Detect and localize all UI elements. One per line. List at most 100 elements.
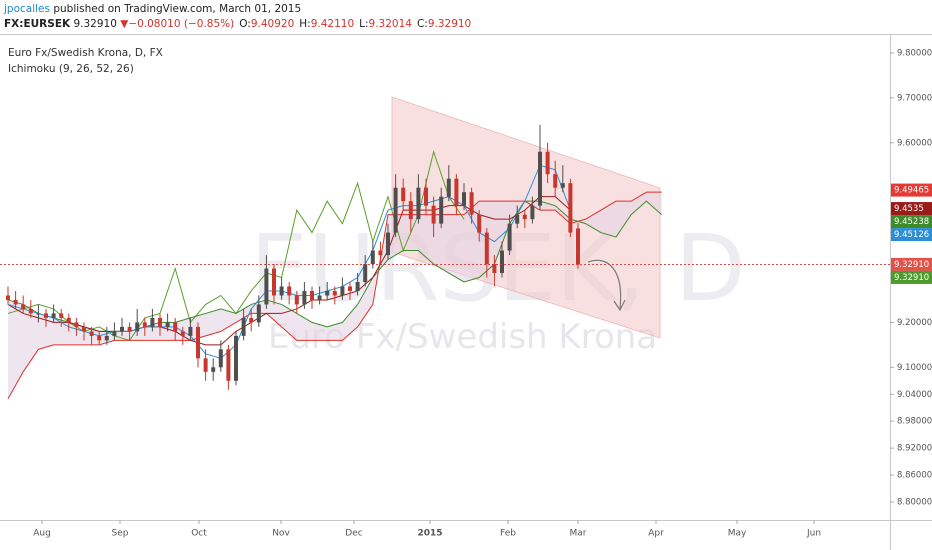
x-tick-label: Feb [500, 529, 516, 539]
price-label-box [891, 270, 932, 284]
candle-body [568, 183, 573, 233]
symbol: FX:EURSEK [4, 18, 71, 30]
candle-body [538, 151, 542, 206]
header: jpocalles published on TradingView.com, … [0, 0, 932, 34]
legend-symbol: Euro Fx/Swedish Krona, D, FX [8, 47, 163, 59]
candle-body [97, 335, 102, 341]
y-tick-label: 8.92000 [897, 444, 932, 454]
ohlc-key: O: [239, 18, 251, 30]
candle-body [576, 228, 580, 265]
candle-body [13, 299, 18, 305]
x-tick-label: Sep [112, 529, 129, 539]
y-tick-label: 9.04000 [897, 390, 932, 400]
price: 9.32910 [73, 18, 117, 30]
candle-body [522, 214, 527, 220]
candle-body [249, 317, 254, 323]
ichimoku-cloud [8, 192, 662, 399]
plot: EURSEK, D Euro Fx/Swedish Krona [0, 96, 890, 399]
ohlc-value: 9.42110 [310, 18, 355, 30]
candle-body [135, 322, 140, 332]
candle-body [325, 290, 330, 296]
ohlc-value: 9.40920 [250, 18, 295, 30]
candle-body [66, 317, 71, 323]
candle-body [416, 187, 421, 220]
candle-body [332, 290, 337, 296]
candle-body [553, 174, 558, 188]
candle-body [256, 304, 261, 323]
arrow-drawing[interactable] [587, 259, 622, 309]
author[interactable]: jpocalles [4, 3, 50, 15]
ohlc-key: L: [359, 18, 369, 30]
candle-body [264, 268, 269, 305]
candle-body [446, 178, 451, 197]
y-tick-label: 9.70000 [897, 93, 932, 103]
candle-body [355, 281, 360, 291]
candle-body [165, 322, 170, 327]
x-tick-label: Apr [648, 529, 664, 539]
candle-body [241, 317, 246, 336]
candle-body [492, 264, 497, 274]
candle-body [287, 286, 292, 296]
price-label: 9.45238 [894, 217, 929, 227]
ohlc: O:9.40920 H:9.42110 L:9.32014 C:9.32910 [234, 18, 471, 30]
candle-body [408, 201, 413, 220]
candle-body [142, 322, 147, 327]
candle-body [51, 313, 56, 318]
price-label: 9.49465 [894, 186, 929, 196]
ichimoku-line [7, 196, 571, 346]
price-label-box [891, 183, 932, 197]
y-tick-label: 9.60000 [897, 138, 932, 148]
x-tick-label: Aug [33, 529, 51, 539]
candle-body [370, 250, 375, 265]
candle-body [211, 367, 216, 372]
legend-indicator[interactable]: Ichimoku (9, 26, 52, 26) [8, 63, 134, 75]
x-tick-label: Oct [191, 529, 207, 539]
candle-body [454, 178, 459, 206]
candle-body [226, 349, 231, 381]
price-label: 9.45126 [894, 230, 929, 240]
series-layer [0, 124, 890, 399]
candle-body [348, 286, 352, 291]
candle-body [317, 295, 322, 300]
candle-body [302, 290, 307, 305]
candle-body [401, 187, 406, 202]
candle-body [89, 331, 94, 336]
y-tick-label: 9.20000 [897, 318, 932, 328]
candle-body [310, 290, 314, 300]
candle-body [218, 349, 223, 368]
y-tick-label: 8.98000 [897, 417, 932, 427]
x-tick-label: Dec [345, 529, 362, 539]
price-label: 9.32910 [894, 260, 929, 270]
candle-body [386, 232, 390, 256]
candle-body [431, 205, 436, 224]
ohlc-value: 9.32014 [368, 18, 412, 30]
candle-body [378, 250, 383, 256]
candle-body [196, 326, 200, 359]
candle-body [340, 286, 345, 296]
candle-body [82, 326, 86, 332]
candle-body [188, 326, 193, 336]
candle-body [500, 250, 504, 274]
candle-body [28, 308, 33, 314]
candle-body [530, 205, 535, 220]
candle-body [150, 317, 155, 327]
y-tick-label: 8.86000 [897, 471, 932, 481]
candle-body [21, 304, 26, 309]
candle-body [180, 331, 185, 336]
arrow-head[interactable] [613, 299, 626, 312]
candle-body [59, 313, 64, 318]
candle-body [507, 223, 512, 251]
candle-body [203, 358, 208, 372]
candle-body [560, 183, 565, 188]
candle-body [424, 187, 428, 206]
candle-body [545, 151, 550, 175]
candle-body [6, 295, 10, 300]
candle-body [469, 192, 474, 215]
price-label-box [891, 228, 932, 242]
candle-body [127, 326, 132, 332]
published: published on TradingView.com, March 01, … [53, 3, 302, 15]
ohlc-key: C: [416, 18, 428, 30]
y-tick-label: 9.80000 [897, 48, 932, 58]
quote-line: FX:EURSEK 9.32910 ▼−0.08010 (−0.85%) O:9.… [4, 18, 471, 30]
